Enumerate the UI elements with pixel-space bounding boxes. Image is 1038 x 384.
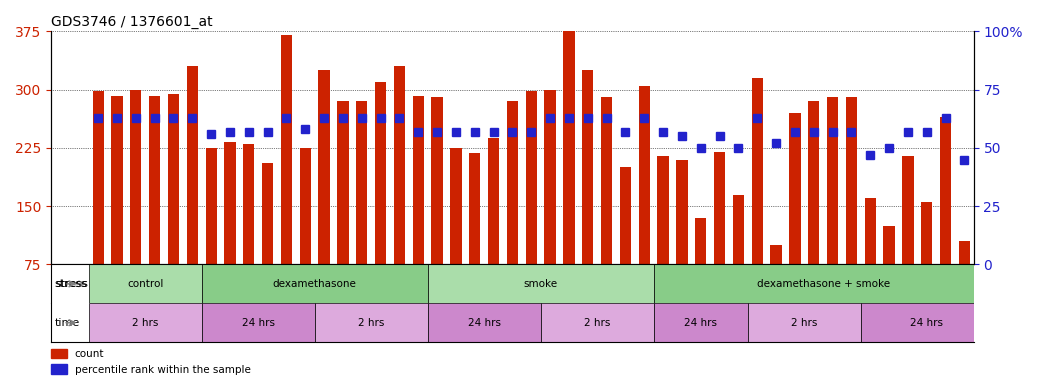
Bar (281, 35, 292, 323)
Text: smoke: smoke (523, 279, 557, 289)
Bar (168, 94, 180, 323)
Text: 24 hrs: 24 hrs (468, 318, 500, 328)
Bar (201, 265, 428, 303)
Bar (733, 195, 744, 323)
Bar (545, 90, 555, 323)
Bar (541, 303, 654, 342)
Bar (375, 82, 386, 323)
Bar (130, 91, 141, 323)
Bar (921, 202, 932, 323)
Bar (206, 148, 217, 323)
Bar (654, 303, 747, 342)
Bar (300, 148, 311, 323)
Text: 2 hrs: 2 hrs (584, 318, 610, 328)
Bar (450, 148, 462, 323)
Bar (337, 101, 349, 323)
Text: 24 hrs: 24 hrs (910, 318, 944, 328)
Bar (601, 98, 612, 323)
Bar (654, 265, 992, 303)
Bar (315, 303, 428, 342)
Bar (428, 303, 541, 342)
Bar (883, 226, 895, 323)
Text: time: time (55, 318, 80, 328)
Bar (620, 167, 631, 323)
Bar (846, 98, 857, 323)
Bar (959, 241, 971, 323)
Legend: count, percentile rank within the sample: count, percentile rank within the sample (47, 345, 255, 379)
Bar (243, 144, 254, 323)
Bar (507, 101, 518, 323)
Bar (808, 101, 819, 323)
Bar (939, 117, 951, 323)
Bar (861, 303, 992, 342)
Bar (770, 245, 782, 323)
Bar (747, 303, 861, 342)
Bar (564, 31, 575, 323)
Bar (89, 265, 201, 303)
Bar (89, 303, 201, 342)
Bar (393, 66, 405, 323)
Bar (432, 98, 443, 323)
Bar (789, 113, 800, 323)
Text: GDS3746 / 1376601_at: GDS3746 / 1376601_at (51, 15, 213, 29)
Bar (262, 164, 273, 323)
Bar (149, 96, 160, 323)
Bar (695, 218, 707, 323)
Text: 2 hrs: 2 hrs (791, 318, 818, 328)
Text: 24 hrs: 24 hrs (242, 318, 275, 328)
Text: stress: stress (56, 279, 89, 289)
Bar (356, 101, 367, 323)
Bar (827, 98, 839, 323)
Bar (525, 91, 537, 323)
Bar (638, 86, 650, 323)
Text: stress: stress (55, 279, 88, 289)
Text: dexamethasone: dexamethasone (273, 279, 357, 289)
Text: 24 hrs: 24 hrs (684, 318, 717, 328)
Bar (201, 303, 315, 342)
Bar (92, 91, 104, 323)
Bar (582, 70, 594, 323)
Bar (677, 160, 687, 323)
Bar (413, 96, 424, 323)
Bar (488, 138, 499, 323)
Bar (469, 153, 481, 323)
Bar (657, 156, 668, 323)
Bar (428, 265, 654, 303)
Bar (319, 70, 330, 323)
Bar (714, 152, 726, 323)
Text: 2 hrs: 2 hrs (132, 318, 159, 328)
Bar (224, 142, 236, 323)
Bar (187, 66, 198, 323)
Text: 2 hrs: 2 hrs (358, 318, 384, 328)
Bar (902, 156, 913, 323)
Bar (752, 78, 763, 323)
Text: control: control (127, 279, 163, 289)
Text: dexamethasone + smoke: dexamethasone + smoke (757, 279, 890, 289)
Bar (865, 199, 876, 323)
Bar (111, 96, 122, 323)
